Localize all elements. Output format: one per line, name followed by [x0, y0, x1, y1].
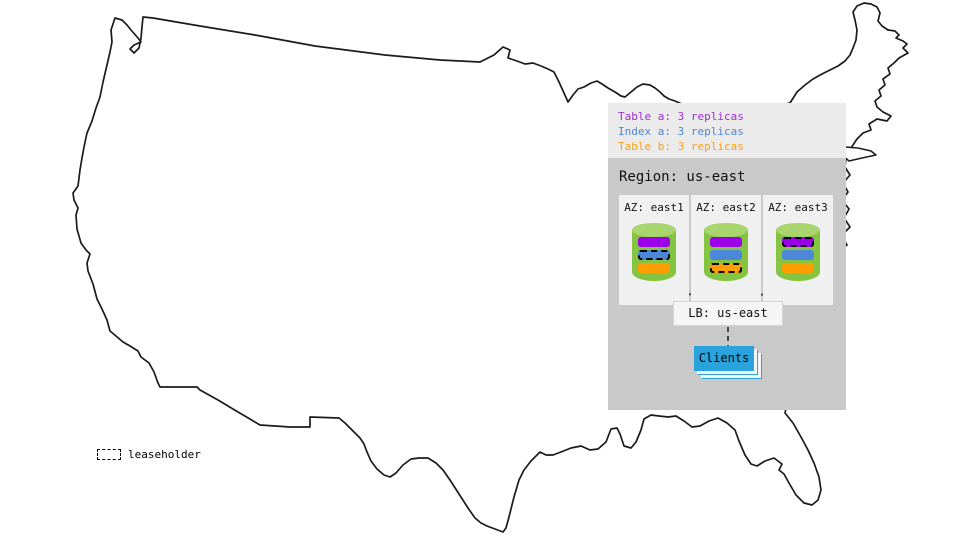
- replica-table-a-leaseholder: [782, 237, 814, 247]
- legend-index-a: Index a: 3 replicas: [618, 125, 744, 138]
- az-box-east3: AZ: east3: [763, 195, 833, 305]
- replica-legend: Table a: 3 replicas Index a: 3 replicas …: [608, 103, 846, 158]
- legend-table-b: Table b: 3 replicas: [618, 140, 744, 153]
- replica-table-b: [638, 263, 670, 273]
- replica-index-a: [710, 250, 742, 260]
- load-balancer-box: LB: us-east: [673, 301, 783, 326]
- replica-bars: [710, 237, 742, 273]
- az-label-east2: AZ: east2: [696, 201, 756, 214]
- az-label-east1: AZ: east1: [624, 201, 684, 214]
- region-title: Region: us-east: [619, 169, 746, 185]
- replica-bars: [782, 237, 814, 273]
- leaseholder-swatch: [97, 449, 121, 460]
- replica-table-b: [782, 263, 814, 273]
- replica-table-a: [638, 237, 670, 247]
- replica-table-b-leaseholder: [710, 263, 742, 273]
- replica-table-a: [710, 237, 742, 247]
- az-row: AZ: east1 AZ: east2: [619, 195, 833, 305]
- az-box-east2: AZ: east2: [691, 195, 761, 305]
- cylinder-top: [704, 223, 748, 237]
- topology-panel: Table a: 3 replicas Index a: 3 replicas …: [608, 103, 846, 410]
- cylinder-top: [632, 223, 676, 237]
- az-label-east3: AZ: east3: [768, 201, 828, 214]
- database-node-east1: [632, 223, 676, 281]
- leaseholder-label: leaseholder: [128, 448, 201, 461]
- clients-box: Clients: [694, 346, 754, 371]
- database-node-east3: [776, 223, 820, 281]
- long-island-outline: [841, 146, 877, 162]
- az-box-east1: AZ: east1: [619, 195, 689, 305]
- legend-table-a: Table a: 3 replicas: [618, 110, 744, 123]
- cylinder-top: [776, 223, 820, 237]
- replica-bars: [638, 237, 670, 273]
- region-us-east: Region: us-east AZ: east1: [608, 158, 846, 410]
- leaseholder-key: leaseholder: [97, 448, 201, 461]
- replica-index-a: [782, 250, 814, 260]
- database-node-east2: [704, 223, 748, 281]
- replica-index-a-leaseholder: [638, 250, 670, 260]
